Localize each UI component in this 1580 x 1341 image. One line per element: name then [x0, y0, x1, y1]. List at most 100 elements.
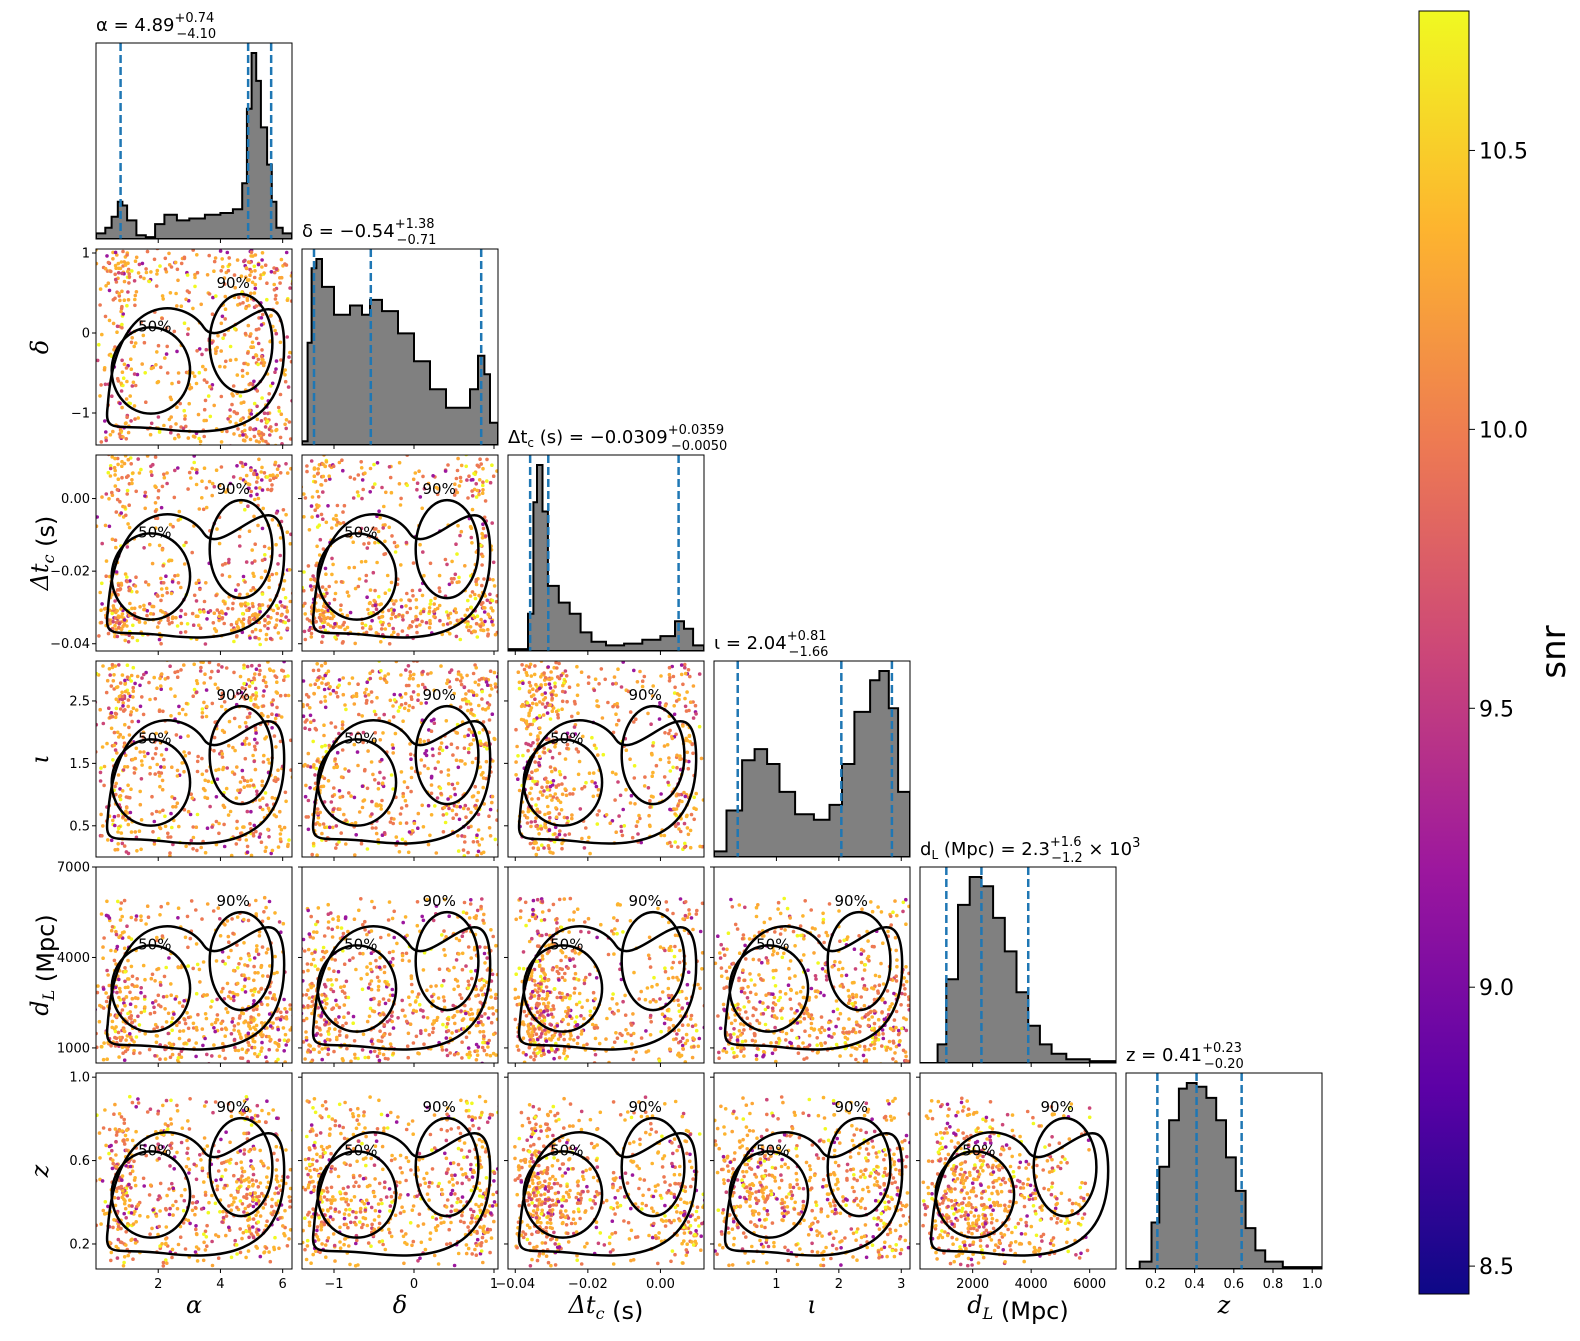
sample-point	[162, 475, 167, 480]
sample-point	[467, 727, 472, 732]
sample-point	[145, 1110, 150, 1114]
sample-point	[482, 515, 487, 520]
sample-point	[222, 276, 227, 280]
sample-point	[169, 811, 173, 816]
sample-point	[240, 686, 245, 690]
sample-point	[229, 1255, 234, 1260]
sample-point	[246, 482, 250, 486]
sample-point	[471, 671, 476, 676]
sample-point	[435, 606, 440, 611]
sample-point	[437, 967, 442, 971]
sample-point	[452, 493, 457, 497]
sample-point	[126, 783, 130, 788]
sample-point	[360, 714, 365, 718]
sample-point	[144, 580, 148, 584]
sample-point	[323, 661, 328, 666]
sample-point	[247, 415, 252, 420]
sample-point	[242, 973, 246, 977]
sample-point	[265, 1099, 269, 1103]
sample-point	[157, 770, 161, 775]
sample-point	[101, 1126, 106, 1130]
sample-point	[276, 1027, 281, 1032]
sample-point	[402, 706, 407, 711]
sample-point	[135, 674, 140, 679]
sample-point	[195, 349, 199, 353]
sample-point	[493, 996, 498, 1000]
sample-point	[169, 558, 174, 563]
sample-point	[212, 403, 216, 408]
sample-point	[273, 1040, 278, 1045]
sample-point	[100, 745, 105, 749]
sample-point	[182, 999, 186, 1003]
sample-point	[493, 685, 498, 689]
sample-point	[322, 800, 327, 804]
y-tick-label: 0.6	[69, 1154, 90, 1169]
sample-point	[133, 584, 138, 588]
sample-point	[433, 596, 437, 601]
sample-point	[212, 269, 216, 274]
sample-point	[383, 1001, 388, 1006]
sample-point	[382, 831, 387, 835]
sample-point	[253, 1027, 258, 1032]
sample-point	[270, 1212, 275, 1217]
sample-point	[120, 304, 124, 309]
sample-point	[121, 1138, 126, 1142]
sample-point	[498, 975, 502, 979]
sample-point	[311, 841, 316, 846]
sample-point	[408, 670, 413, 674]
sample-point	[131, 380, 136, 385]
sample-point	[481, 785, 486, 790]
sample-point	[130, 996, 135, 1001]
sample-point	[107, 288, 112, 293]
sample-point	[187, 1038, 191, 1043]
sample-point	[315, 1025, 319, 1029]
sample-point	[447, 582, 452, 587]
sample-point	[105, 1057, 109, 1061]
sample-point	[148, 432, 153, 437]
sample-point	[114, 620, 119, 625]
contour-50-right	[208, 292, 274, 394]
sample-point	[446, 773, 451, 777]
panel-frame	[95, 1072, 293, 1270]
sample-point	[98, 1156, 102, 1160]
sample-point	[247, 1024, 252, 1028]
sample-point	[262, 689, 266, 693]
sample-point	[240, 1166, 244, 1170]
sample-point	[123, 1049, 128, 1054]
sample-point	[315, 930, 319, 934]
sample-point	[274, 542, 278, 547]
sample-point	[480, 583, 484, 588]
sample-point	[186, 809, 191, 814]
sample-point	[490, 794, 495, 799]
sample-point	[111, 429, 115, 434]
sample-point	[409, 624, 414, 629]
sample-point	[323, 699, 328, 703]
sample-point	[466, 598, 470, 603]
sample-point	[99, 440, 104, 444]
sample-point	[237, 534, 242, 539]
sample-point	[416, 826, 420, 830]
sample-point	[194, 991, 199, 996]
sample-point	[203, 1193, 208, 1197]
sample-point	[315, 514, 320, 518]
sample-point	[129, 367, 134, 372]
sample-point	[276, 631, 281, 635]
sample-point	[130, 269, 134, 273]
sample-point	[422, 739, 427, 744]
sample-point	[269, 488, 273, 493]
sample-point	[198, 610, 202, 614]
sample-point	[184, 297, 188, 302]
sample-point	[252, 574, 256, 578]
y-tick-label: 0.5	[69, 819, 90, 834]
sample-point	[318, 625, 323, 630]
sample-point	[109, 948, 113, 953]
sample-point	[282, 825, 287, 830]
sample-point	[108, 673, 112, 677]
sample-point	[161, 581, 166, 585]
sample-point	[245, 809, 250, 814]
sample-point	[220, 257, 224, 261]
sample-point	[420, 803, 425, 808]
sample-point	[163, 1007, 167, 1011]
sample-point	[245, 844, 250, 849]
